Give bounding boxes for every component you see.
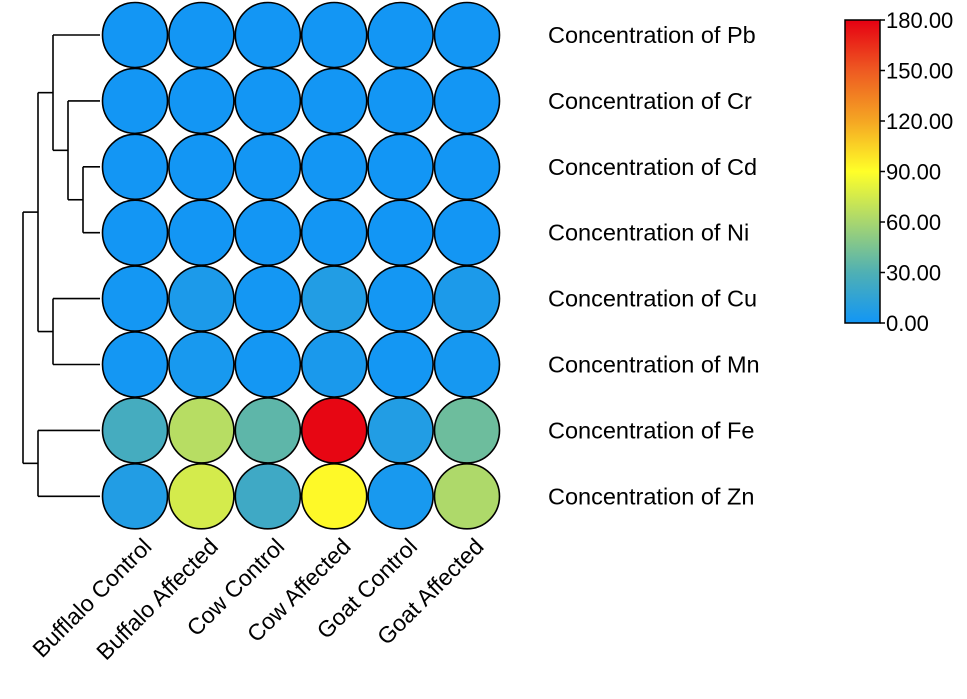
row-label: Concentration of Cd xyxy=(548,154,757,180)
heatmap-cell xyxy=(433,199,501,266)
heatmap-cell xyxy=(168,199,235,266)
colorbar-tick-label: 30.00 xyxy=(886,261,941,286)
heatmap-cell xyxy=(168,331,235,398)
heatmap-cell xyxy=(300,265,368,332)
heatmap-cell xyxy=(433,133,501,201)
heatmap-cell xyxy=(433,397,501,464)
colorbar-tick-label: 180.00 xyxy=(886,8,953,33)
row-label: Concentration of Mn xyxy=(548,352,760,378)
heatmap-cell xyxy=(234,265,302,332)
heatmap-cell xyxy=(433,331,501,398)
heatmap-cell xyxy=(168,133,235,201)
row-label: Concentration of Fe xyxy=(548,417,754,443)
row-label: Concentration of Cr xyxy=(548,88,752,114)
heatmap-cell xyxy=(101,133,169,201)
heatmap-cell xyxy=(168,265,235,332)
row-label: Concentration of Cu xyxy=(548,286,757,312)
row-label: Concentration of Pb xyxy=(548,22,756,48)
row-dendrogram xyxy=(22,34,100,498)
column-label: Buffalo Affected xyxy=(91,533,223,665)
heatmap-cell xyxy=(300,133,368,201)
heatmap-cell xyxy=(234,67,302,135)
heatmap-cell xyxy=(168,67,235,135)
colorbar: 0.00 30.00 60.00 90.00 120.00 150.00 180.00 xyxy=(844,8,953,336)
colorbar-tick-label: 90.00 xyxy=(886,160,941,185)
heatmap-cell xyxy=(101,199,169,266)
heatmap-cell xyxy=(101,1,169,69)
heatmap-cell xyxy=(300,397,368,464)
heatmap-cell xyxy=(234,331,302,398)
heatmap-cell xyxy=(300,1,368,69)
heatmap-cell xyxy=(367,462,434,530)
heatmap-cell xyxy=(367,67,434,135)
heatmap-cell xyxy=(367,265,434,332)
heatmap-cell xyxy=(433,1,501,69)
heatmap-cell xyxy=(234,133,302,201)
heatmap-cell xyxy=(101,331,169,398)
heatmap-cell xyxy=(234,1,302,69)
heatmap-cell xyxy=(433,462,501,530)
heatmap-cell xyxy=(101,67,169,135)
heatmap-cell xyxy=(168,462,235,530)
heatmap-cell xyxy=(168,1,235,69)
heatmap-cell xyxy=(300,199,368,266)
heatmap-cell xyxy=(367,331,434,398)
heatmap-cell xyxy=(367,397,434,464)
heatmap-cell xyxy=(367,199,434,266)
heatmap-cell xyxy=(168,397,235,464)
heatmap-cell xyxy=(101,397,169,464)
heatmap-cell xyxy=(433,67,501,135)
heatmap-cells xyxy=(101,1,501,530)
colorbar-tick-label: 120.00 xyxy=(886,109,953,134)
heatmap-cell xyxy=(234,199,302,266)
colorbar-gradient xyxy=(844,19,881,324)
row-label: Concentration of Ni xyxy=(548,220,749,246)
heatmap-cell xyxy=(234,462,302,530)
row-labels: Concentration of Pb Concentration of Cr Co… xyxy=(548,22,760,509)
column-label: Bufflalo Control xyxy=(27,533,156,662)
heatmap-cell xyxy=(433,265,501,332)
heatmap-cell xyxy=(234,397,302,464)
heatmap-cell xyxy=(367,133,434,201)
heatmap-cell xyxy=(101,462,169,530)
heatmap-cell xyxy=(367,1,434,69)
row-label: Concentration of Zn xyxy=(548,483,754,509)
heatmap-cell xyxy=(300,67,368,135)
colorbar-tick-label: 0.00 xyxy=(886,311,929,336)
heatmap-cell xyxy=(300,462,368,530)
heatmap-cell xyxy=(300,331,368,398)
colorbar-tick-label: 150.00 xyxy=(886,59,953,84)
colorbar-tick-label: 60.00 xyxy=(886,210,941,235)
heatmap-cell xyxy=(101,265,169,332)
